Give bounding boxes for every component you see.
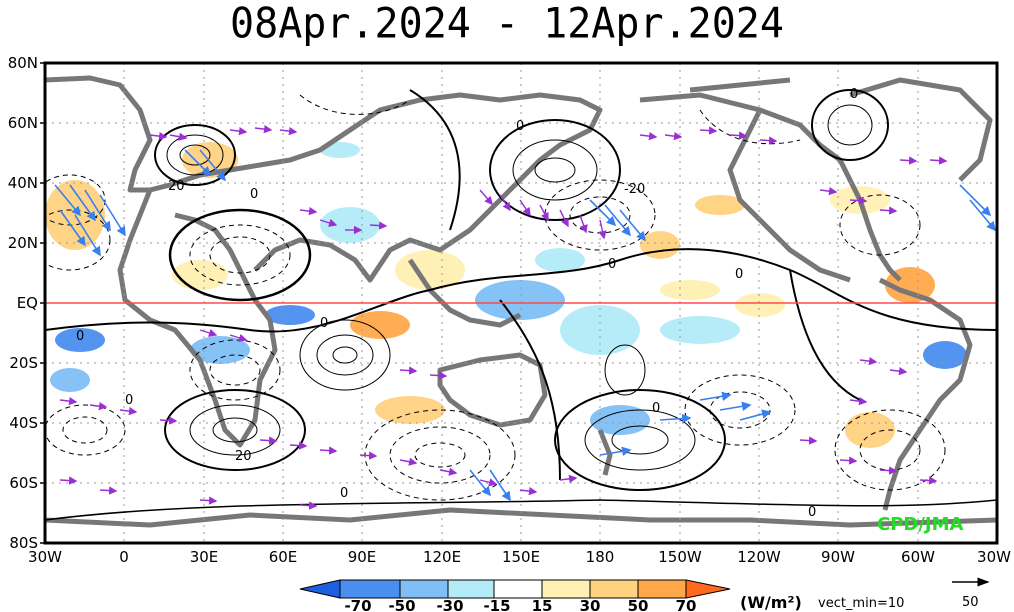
contour-label: 0 bbox=[250, 187, 258, 202]
map-title: 08Apr.2024 - 12Apr.2024 bbox=[230, 0, 784, 48]
colorbar-label: -50 bbox=[388, 597, 415, 612]
lat-label: 40N bbox=[8, 174, 38, 192]
vector-min-label: vect_min=10 bbox=[818, 596, 904, 611]
lon-label: 150E bbox=[502, 548, 540, 566]
contour-label: 0 bbox=[125, 393, 133, 408]
lon-label: 90W bbox=[821, 548, 855, 566]
contour-label: 0 bbox=[608, 257, 616, 272]
colorbar-segment bbox=[541, 579, 591, 599]
colorbar-segment bbox=[637, 579, 687, 599]
colorbar-label: -30 bbox=[436, 597, 463, 612]
lon-label: 60E bbox=[269, 548, 298, 566]
strong-flux-vectors bbox=[54, 149, 997, 502]
flux-vectors bbox=[59, 124, 948, 510]
contour-label: 0 bbox=[320, 316, 328, 331]
lat-label: 20N bbox=[8, 234, 38, 252]
lat-label: 60N bbox=[8, 114, 38, 132]
contour-label: 0 bbox=[850, 87, 858, 102]
lon-label: 90E bbox=[348, 548, 377, 566]
colorbar-label: -15 bbox=[483, 597, 510, 612]
colorbar-segment bbox=[685, 579, 731, 599]
colorbar-segment bbox=[493, 579, 543, 599]
lon-label: 30E bbox=[190, 548, 219, 566]
lon-label: 30W bbox=[977, 548, 1011, 566]
contour-label: 0 bbox=[340, 486, 348, 501]
lat-label: 60S bbox=[9, 474, 38, 492]
lon-label: 30W bbox=[28, 548, 62, 566]
contour-label: 0 bbox=[516, 119, 524, 134]
map-plot: 0 0 0 0 0 0 0 0 0 0 0 20 20 -20 CPD/JMA bbox=[45, 63, 997, 543]
colorbar-segment bbox=[299, 579, 341, 599]
reference-vector-label: 50 bbox=[962, 595, 979, 610]
contour-label: 20 bbox=[235, 449, 252, 464]
lat-label: 80N bbox=[8, 54, 38, 72]
colorbar-label: -70 bbox=[344, 597, 371, 612]
colorbar-units: (W/m²) bbox=[740, 593, 802, 612]
contours bbox=[45, 89, 997, 521]
colorbar: -70 -50 -30 -15 15 30 50 70 (W/m²) vect_… bbox=[299, 579, 904, 612]
contour-label: 0 bbox=[735, 267, 743, 282]
latitude-axis: 80N 60N 40N 20N EQ 20S 40S 60S 80S bbox=[8, 54, 38, 552]
lon-label: 60W bbox=[901, 548, 935, 566]
lon-label: 0 bbox=[119, 548, 129, 566]
lat-label: 40S bbox=[9, 414, 38, 432]
colorbar-segment bbox=[447, 579, 495, 599]
colorbar-label: 70 bbox=[676, 597, 697, 612]
contour-labels: 0 0 0 0 0 0 0 0 0 0 0 20 20 -20 bbox=[76, 87, 858, 520]
lat-label: 80S bbox=[9, 534, 38, 552]
lat-label: EQ bbox=[17, 294, 38, 312]
reference-vector: 50 bbox=[952, 577, 990, 610]
colorbar-segment bbox=[589, 579, 639, 599]
lon-label: 120W bbox=[737, 548, 781, 566]
colorbar-segment bbox=[339, 579, 401, 599]
contour-label: 0 bbox=[808, 505, 816, 520]
lon-label: 120E bbox=[423, 548, 461, 566]
lon-label: 150W bbox=[658, 548, 702, 566]
colorbar-segment bbox=[399, 579, 449, 599]
credit-text: CPD/JMA bbox=[877, 514, 964, 535]
colorbar-label: 30 bbox=[580, 597, 601, 612]
contour-label: 0 bbox=[76, 329, 84, 344]
lat-ticks bbox=[40, 62, 45, 544]
contour-label: 20 bbox=[168, 179, 185, 194]
anomaly-shading bbox=[45, 142, 967, 448]
lat-label: 20S bbox=[9, 354, 38, 372]
colorbar-label: 50 bbox=[628, 597, 649, 612]
longitude-axis: 30W 0 30E 60E 90E 120E 150E 180 150W 120… bbox=[28, 548, 1011, 566]
colorbar-label: 15 bbox=[532, 597, 553, 612]
contour-label: -20 bbox=[624, 182, 645, 197]
contour-label: 0 bbox=[652, 401, 660, 416]
lon-label: 180 bbox=[586, 548, 615, 566]
